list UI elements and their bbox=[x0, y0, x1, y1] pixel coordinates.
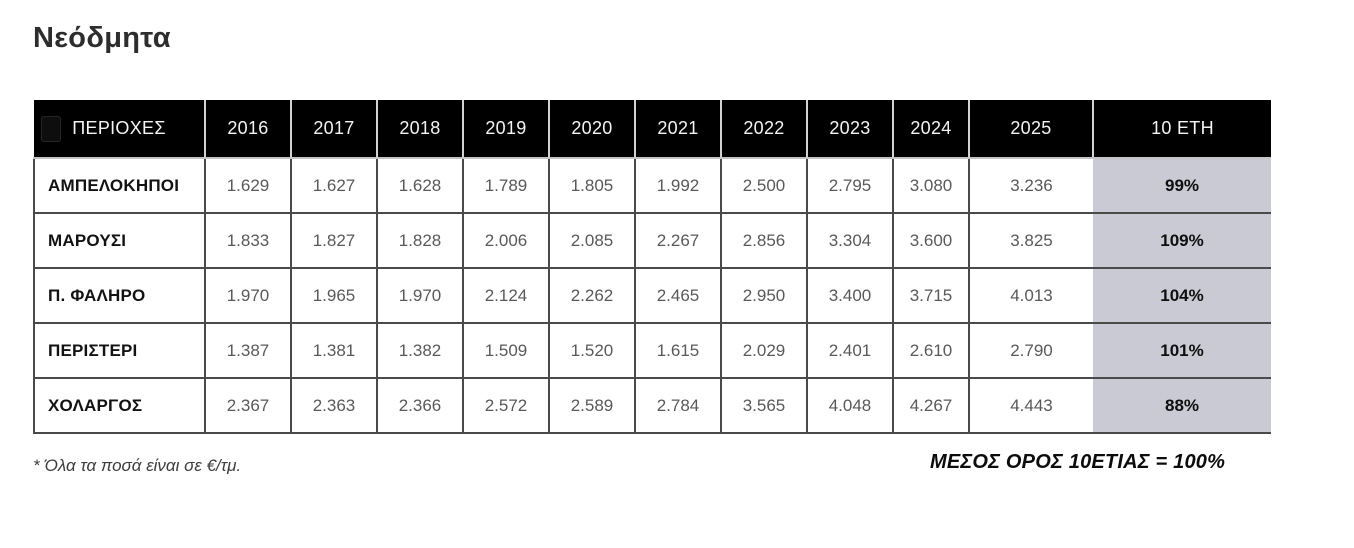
price-cell: 2.267 bbox=[635, 213, 722, 269]
column-header-2016: 2016 bbox=[205, 100, 292, 159]
header-row: ΠΕΡΙΟΧΕΣ 2016 2017 2018 2019 2020 2021 2… bbox=[34, 100, 1271, 159]
column-header-2020: 2020 bbox=[549, 100, 636, 159]
table-row: Π. ΦΑΛΗΡΟ 1.970 1.965 1.970 2.124 2.262 … bbox=[33, 268, 1271, 324]
row-label: ΑΜΠΕΛΟΚΗΠΟΙ bbox=[33, 158, 206, 214]
column-header-2024: 2024 bbox=[893, 100, 970, 159]
price-cell: 1.520 bbox=[549, 323, 636, 379]
header-glyph-icon bbox=[41, 115, 61, 142]
price-table: ΠΕΡΙΟΧΕΣ 2016 2017 2018 2019 2020 2021 2… bbox=[33, 100, 1271, 434]
average-footnote: ΜΕΣΟΣ ΟΡΟΣ 10ΕΤΙΑΣ = 100% bbox=[930, 451, 1226, 473]
price-cell: 1.827 bbox=[291, 213, 378, 269]
column-header-2022: 2022 bbox=[721, 100, 808, 159]
price-cell: 1.509 bbox=[463, 323, 550, 379]
price-cell: 1.387 bbox=[205, 323, 292, 379]
column-header-2017: 2017 bbox=[291, 100, 378, 159]
price-cell: 3.825 bbox=[969, 213, 1093, 269]
price-cell: 4.048 bbox=[807, 378, 894, 434]
units-footnote: * Όλα τα ποσά είναι σε €/τμ. bbox=[33, 456, 242, 475]
price-cell: 2.795 bbox=[807, 158, 894, 214]
price-cell: 1.805 bbox=[549, 158, 636, 214]
ten-year-percent-cell: 99% bbox=[1093, 158, 1271, 214]
table-row: ΑΜΠΕΛΟΚΗΠΟΙ 1.629 1.627 1.628 1.789 1.80… bbox=[33, 158, 1271, 214]
column-header-10years: 10 ΕΤΗ bbox=[1093, 100, 1271, 159]
price-cell: 3.600 bbox=[893, 213, 970, 269]
price-cell: 3.304 bbox=[807, 213, 894, 269]
row-label: ΜΑΡΟΥΣΙ bbox=[33, 213, 206, 269]
ten-year-percent-cell: 88% bbox=[1093, 378, 1271, 434]
column-header-2021: 2021 bbox=[635, 100, 722, 159]
price-cell: 1.970 bbox=[205, 268, 292, 324]
page-title: Νεόδμητα bbox=[33, 22, 171, 54]
column-header-2018: 2018 bbox=[377, 100, 464, 159]
price-cell: 2.856 bbox=[721, 213, 808, 269]
price-cell: 1.828 bbox=[377, 213, 464, 269]
price-cell: 2.790 bbox=[969, 323, 1093, 379]
price-cell: 2.610 bbox=[893, 323, 970, 379]
price-cell: 1.615 bbox=[635, 323, 722, 379]
price-cell: 2.262 bbox=[549, 268, 636, 324]
price-cell: 2.366 bbox=[377, 378, 464, 434]
row-label: Π. ΦΑΛΗΡΟ bbox=[33, 268, 206, 324]
price-cell: 4.013 bbox=[969, 268, 1093, 324]
price-cell: 2.006 bbox=[463, 213, 550, 269]
column-header-label: ΠΕΡΙΟΧΕΣ bbox=[72, 118, 166, 138]
price-cell: 1.992 bbox=[635, 158, 722, 214]
price-cell: 1.789 bbox=[463, 158, 550, 214]
table-header: ΠΕΡΙΟΧΕΣ 2016 2017 2018 2019 2020 2021 2… bbox=[34, 100, 1271, 159]
price-cell: 2.401 bbox=[807, 323, 894, 379]
price-cell: 2.572 bbox=[463, 378, 550, 434]
price-cell: 2.367 bbox=[205, 378, 292, 434]
table-body: ΑΜΠΕΛΟΚΗΠΟΙ 1.629 1.627 1.628 1.789 1.80… bbox=[33, 158, 1271, 434]
ten-year-percent-cell: 101% bbox=[1093, 323, 1271, 379]
price-cell: 2.085 bbox=[549, 213, 636, 269]
price-cell: 3.715 bbox=[893, 268, 970, 324]
column-header-areas: ΠΕΡΙΟΧΕΣ bbox=[34, 100, 206, 159]
column-header-2023: 2023 bbox=[807, 100, 894, 159]
column-header-2019: 2019 bbox=[463, 100, 550, 159]
price-cell: 1.381 bbox=[291, 323, 378, 379]
price-cell: 2.465 bbox=[635, 268, 722, 324]
price-cell: 1.382 bbox=[377, 323, 464, 379]
price-cell: 2.589 bbox=[549, 378, 636, 434]
price-cell: 3.080 bbox=[893, 158, 970, 214]
price-cell: 2.363 bbox=[291, 378, 378, 434]
price-cell: 1.629 bbox=[205, 158, 292, 214]
ten-year-percent-cell: 104% bbox=[1093, 268, 1271, 324]
price-cell: 3.565 bbox=[721, 378, 808, 434]
price-cell: 2.784 bbox=[635, 378, 722, 434]
price-cell: 2.500 bbox=[721, 158, 808, 214]
price-cell: 1.970 bbox=[377, 268, 464, 324]
price-cell: 2.950 bbox=[721, 268, 808, 324]
price-cell: 1.833 bbox=[205, 213, 292, 269]
price-cell: 1.627 bbox=[291, 158, 378, 214]
price-cell: 4.267 bbox=[893, 378, 970, 434]
row-label: ΠΕΡΙΣΤΕΡΙ bbox=[33, 323, 206, 379]
price-cell: 2.124 bbox=[463, 268, 550, 324]
price-cell: 3.236 bbox=[969, 158, 1093, 214]
price-cell: 2.029 bbox=[721, 323, 808, 379]
table-row: ΜΑΡΟΥΣΙ 1.833 1.827 1.828 2.006 2.085 2.… bbox=[33, 213, 1271, 269]
row-label: ΧΟΛΑΡΓΟΣ bbox=[33, 378, 206, 434]
column-header-2025: 2025 bbox=[969, 100, 1094, 159]
price-cell: 1.965 bbox=[291, 268, 378, 324]
table-row: ΠΕΡΙΣΤΕΡΙ 1.387 1.381 1.382 1.509 1.520 … bbox=[33, 323, 1271, 379]
price-cell: 4.443 bbox=[969, 378, 1093, 434]
ten-year-percent-cell: 109% bbox=[1093, 213, 1271, 269]
price-cell: 3.400 bbox=[807, 268, 894, 324]
price-cell: 1.628 bbox=[377, 158, 464, 214]
table-row: ΧΟΛΑΡΓΟΣ 2.367 2.363 2.366 2.572 2.589 2… bbox=[33, 378, 1271, 434]
